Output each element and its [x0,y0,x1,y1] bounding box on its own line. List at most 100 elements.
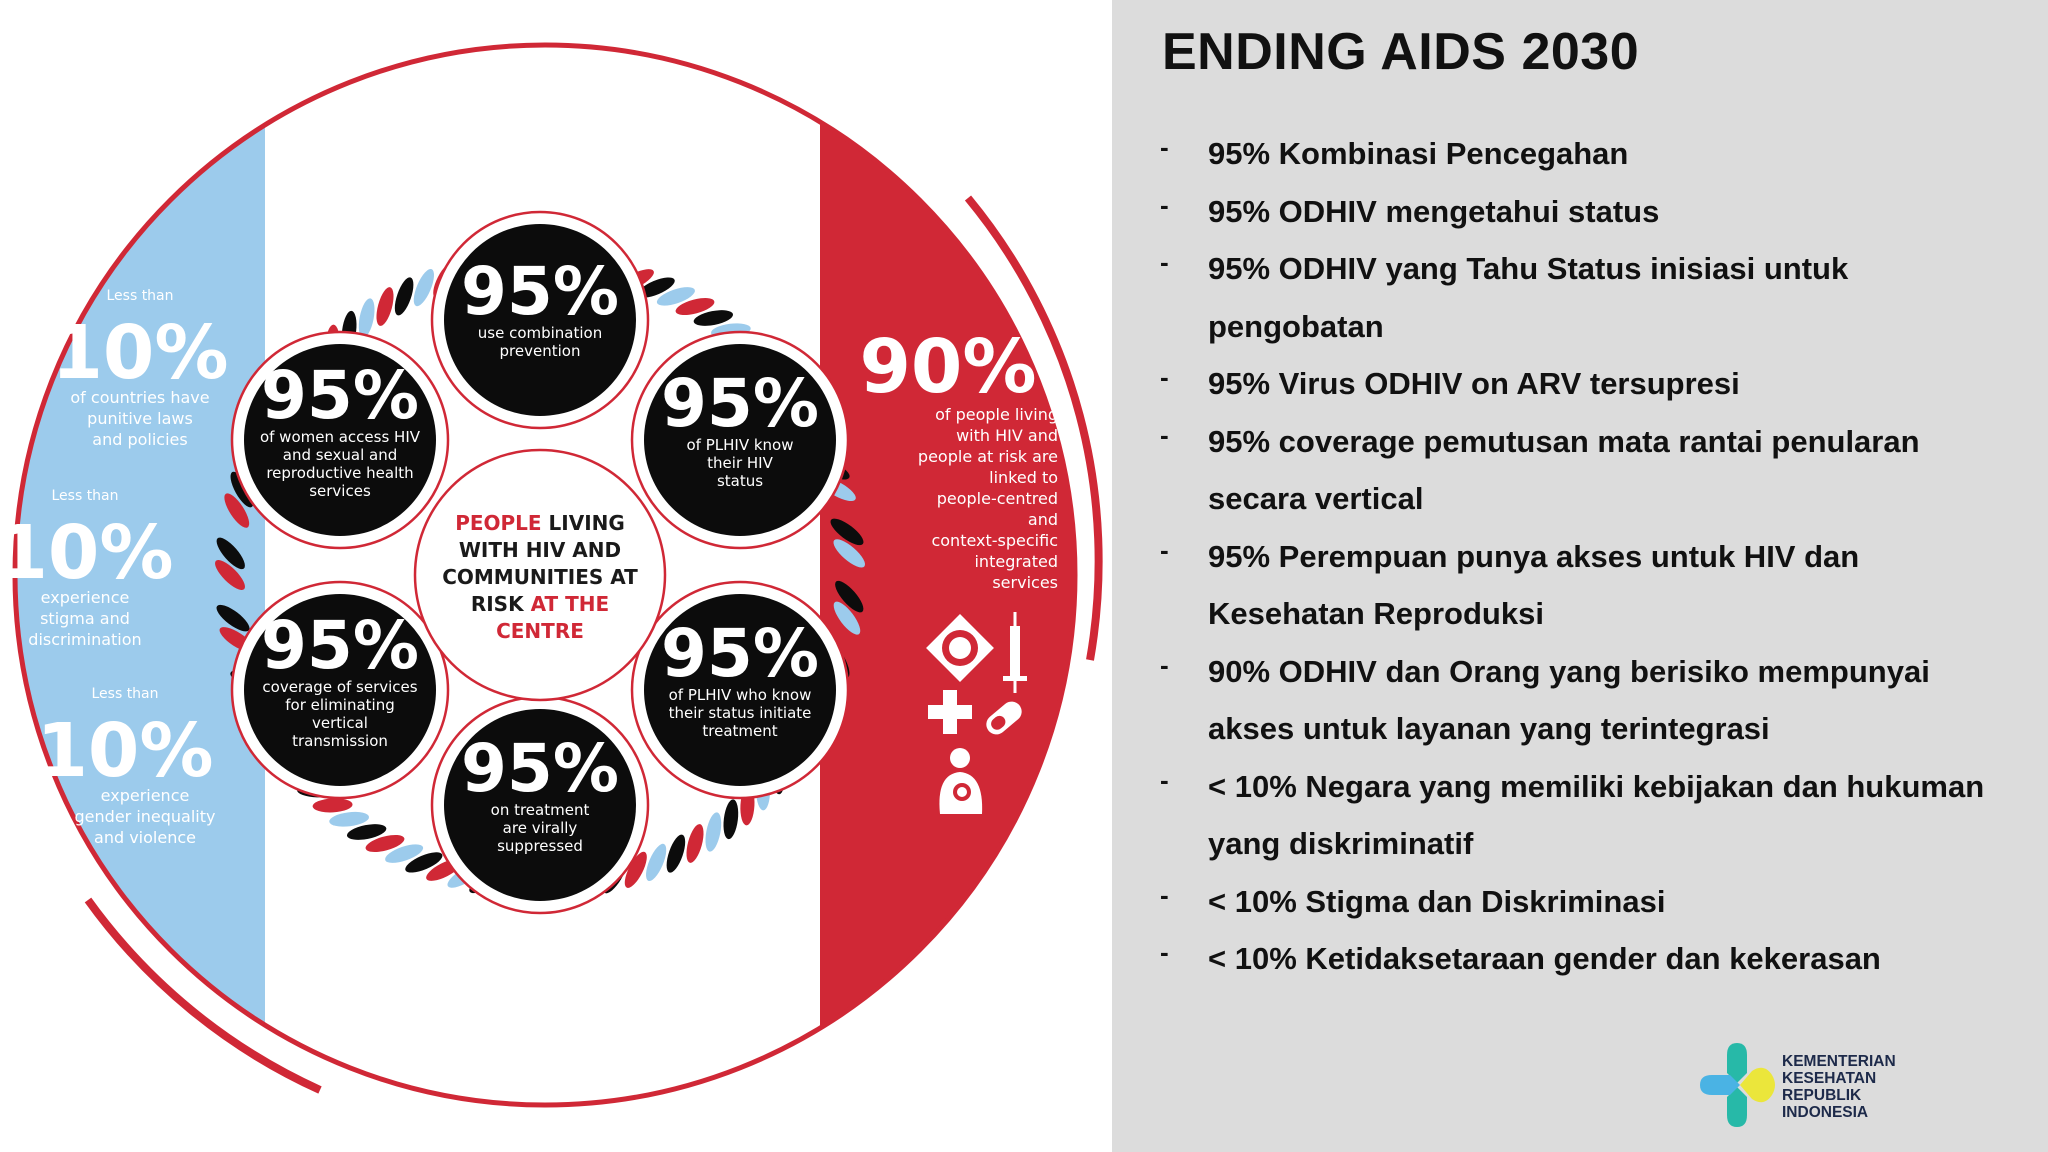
braid-segment [358,298,375,338]
braid-segment [833,601,861,635]
target-text: 95% Virus ODHIV on ARV tersupresi [1208,366,1740,401]
stat-circle-fill [644,594,836,786]
target-item: - 95% ODHIV yang Tahu Status inisiasi unt… [1160,240,2020,355]
braid-segment [215,560,245,590]
braid-segment [830,622,856,657]
stat-circle-caption: their HIV [707,454,773,472]
stat-circle-caption: coverage of services [262,678,417,696]
braid-segment [830,518,864,546]
center-text-line: PEOPLE LIVING [455,511,625,535]
center-text-line: COMMUNITIES AT [442,565,638,589]
bullet-dash: - [1160,937,1169,967]
center-text-segment: RISK [471,592,531,616]
cross-icon [928,690,972,734]
left-stat-caption: of countries have [70,388,209,407]
braid-segment [405,852,443,873]
left-stat-caption: experience [41,588,130,607]
braid-segment [394,277,414,316]
stat-circle-caption: prevention [500,342,581,360]
center-text-line: WITH HIV AND [459,538,621,562]
target-text: < 10% Stigma dan Diskriminasi [1208,883,1666,919]
arc-top-right [964,195,1103,661]
left-stat: Less than 10%experience stigma and discrimi… [0,488,174,649]
target-list: - 95% Kombinasi Pencegahan - 95% ODHIV meng… [1160,125,2020,988]
target-item: - 95% Virus ODHIV on ARV tersupresi [1160,355,2020,413]
stat-circle-caption: treatment [702,722,777,740]
left-stat-caption: stigma and [40,609,130,628]
stat-circle-percent: 95% [661,615,819,692]
stat-circle-caption: of women access HIV [260,428,421,446]
right-stat-caption: linked to [989,468,1058,487]
braid-segment [376,287,394,326]
bullet-dash: - [1160,649,1169,680]
braid-segment [224,493,250,528]
stat-circle-caption: on treatment [491,801,590,819]
braid-segment [645,843,667,882]
target-item: - < 10% Ketidaksetaraan gender dan kekera… [1160,930,2020,988]
braid-segment [385,844,424,863]
braid-segment [637,277,675,298]
braid-segment [833,539,866,568]
target-item: - 95% Perempuan punya akses untuk HIV dan… [1160,528,2020,643]
stat-circle-caption: reproductive health [266,464,413,482]
stat-circle-caption: their status initiate [669,704,812,722]
center-text: PEOPLE LIVING WITH HIV AND COMMUNITIES AT R… [442,511,638,643]
target-item: - < 10% Negara yang memiliki kebijakan da… [1160,758,2020,873]
bullet-dash: - [1160,764,1169,795]
target-item: - 95% ODHIV mengetahui status [1160,183,2020,241]
stat-circle-caption: of PLHIV who know [669,686,812,704]
braid-segment [216,604,250,632]
infographic: 95% use combination prevention 95% of PLHIV … [0,42,1103,1108]
braid-segment [835,580,864,613]
stat-circle-percent: 95% [261,357,419,434]
center-text-segment: COMMUNITIES AT [442,565,638,589]
stat-circle-fill [644,344,836,536]
right-stat-caption: integrated [974,552,1058,571]
stat-circle-caption: for eliminating [285,696,395,714]
braid-segment [624,851,647,888]
bullet-dash: - [1160,132,1169,162]
target-text: < 10% Negara yang memiliki kebijakan dan… [1208,768,1985,862]
braid-segment [826,498,861,523]
stat-circle-caption: and sexual and [283,446,398,464]
right-stat-caption: services [992,573,1058,592]
stat-circle-caption: vertical [312,714,368,732]
left-stat-percent: 10% [51,310,228,396]
braid-segment [329,811,370,827]
braid-segment [346,824,387,840]
target-item: - < 10% Stigma dan Diskriminasi [1160,873,2020,931]
center-text-segment: PEOPLE [455,511,548,535]
bullet-dash: - [1160,189,1169,220]
stat-circle-caption: suppressed [497,837,583,855]
stat-circle-percent: 95% [661,365,819,442]
right-stat-caption: context-specific [931,531,1058,550]
target-item: - 95% coverage pemutusan mata rantai penu… [1160,413,2020,528]
target-text: 95% Kombinasi Pencegahan [1208,136,1629,171]
stat-circle-caption: services [309,482,371,500]
stat-circle-caption: use combination [478,324,602,342]
right-stat: 90%of people living with HIV and people at… [859,324,1058,592]
ministry-logo: KEMENTERIAN KESEHATAN REPUBLIK INDONESIA [1692,1035,1932,1135]
center-text-segment: LIVING [549,511,625,535]
stat-circle-percent: 95% [461,730,619,807]
target-text: 95% Perempuan punya akses untuk HIV dan … [1208,538,1860,632]
target-text: < 10% Ketidaksetaraan gender dan kekeras… [1208,941,1881,976]
target-text: 95% ODHIV mengetahui status [1208,193,1660,229]
target-text: 90% ODHIV dan Orang yang berisiko mempun… [1208,653,1930,747]
bullet-dash: - [1160,419,1169,450]
arc-bottom-left [84,897,322,1094]
stat-circle-fill [444,224,636,416]
braid-segment [693,310,734,326]
right-stat-caption: people-centred [937,489,1058,508]
left-stat: Less than 10%experience gender inequality a… [36,686,215,847]
braid-segment [216,537,245,570]
right-stat: 90%of people living with HIV and people at… [859,324,1058,592]
center-circle [413,448,667,702]
stat-circle-fill [244,594,436,786]
left-stat-percent: 10% [36,708,213,794]
